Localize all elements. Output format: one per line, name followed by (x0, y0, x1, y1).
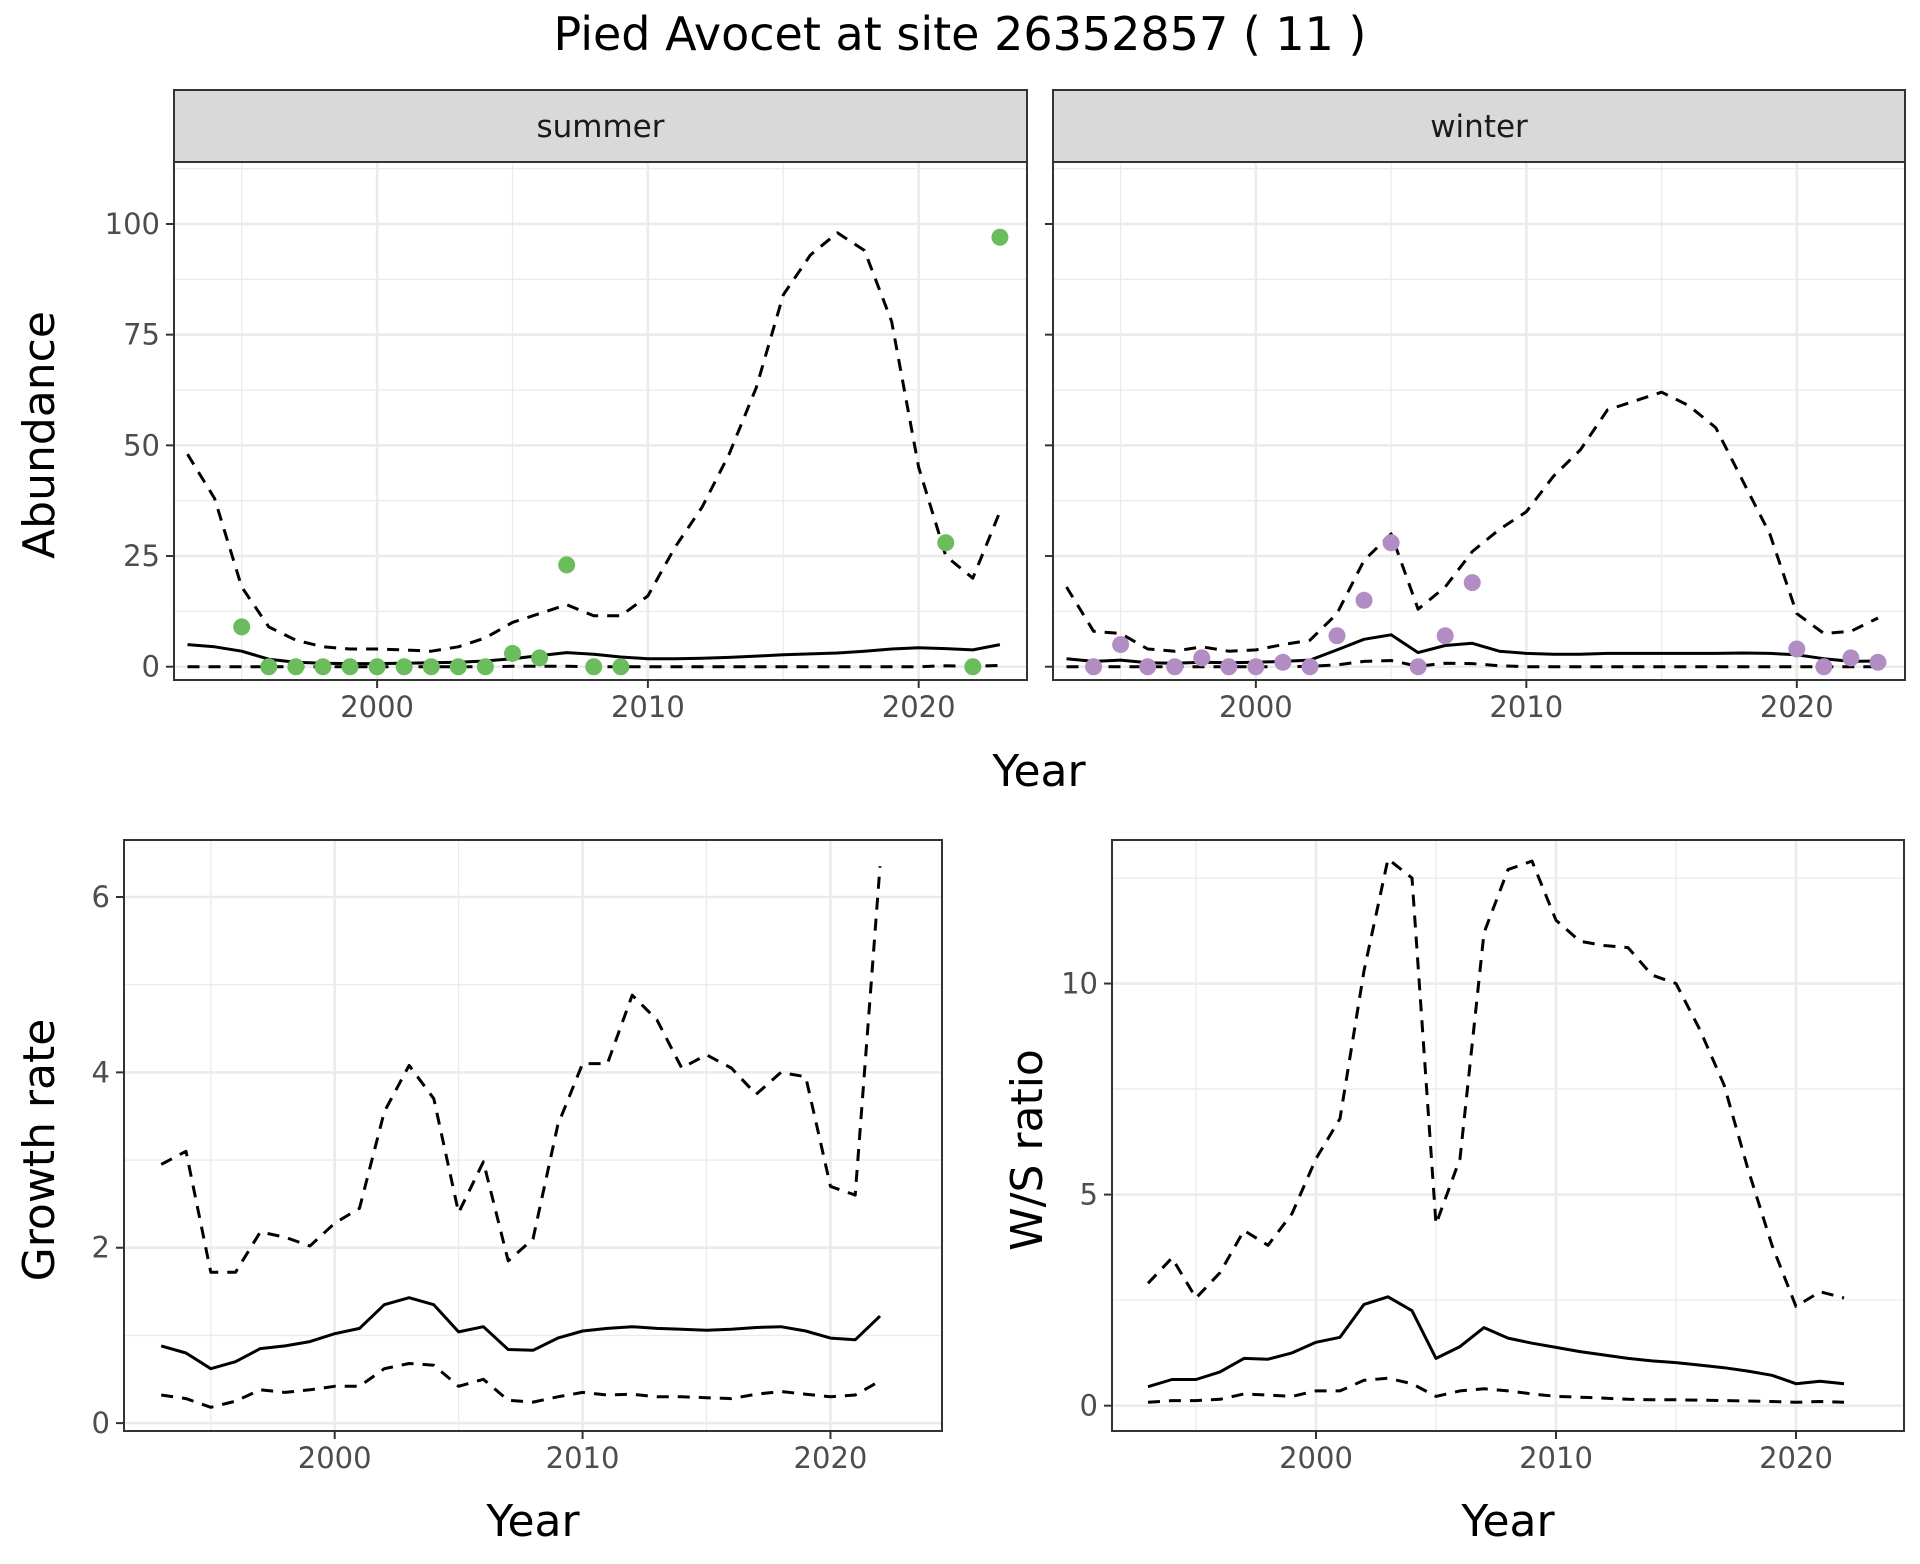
series-line-mean (1147, 1295, 1845, 1389)
x-tick-label: 2000 (1279, 1441, 1353, 1475)
data-point (503, 644, 521, 662)
data-point (558, 556, 576, 574)
x-tick-label: 2000 (340, 690, 414, 724)
data-point (1139, 658, 1157, 676)
y-tick-label: 10 (1061, 967, 1098, 1001)
panel-background (1053, 162, 1905, 680)
y-tick-label: 0 (92, 1406, 110, 1440)
y-tick-label: 5 (1080, 1178, 1098, 1212)
data-point (612, 658, 630, 676)
data-point (1085, 658, 1103, 676)
y-tick-label: 100 (105, 207, 160, 241)
data-point (395, 658, 413, 676)
data-point (287, 658, 305, 676)
data-point (1328, 627, 1346, 645)
x-tick-label: 2020 (882, 690, 956, 724)
data-point (422, 658, 440, 676)
data-point (1788, 640, 1806, 658)
panel-border (1111, 839, 1905, 1432)
data-point (1355, 591, 1373, 609)
facet-strip (173, 89, 1028, 163)
series-line-mean (160, 1296, 882, 1371)
main-title: Pied Avocet at site 26352857 ( 11 ) (554, 7, 1367, 61)
panel-background (124, 840, 942, 1431)
data-point (1463, 574, 1481, 592)
data-point (1409, 658, 1427, 676)
data-point (449, 658, 467, 676)
data-point (1301, 658, 1319, 676)
y-tick-label: 4 (92, 1055, 110, 1089)
data-point (585, 658, 603, 676)
x-axis-title: Year (485, 1496, 580, 1547)
data-point (937, 534, 955, 552)
y-tick-label: 75 (123, 318, 160, 352)
x-tick-label: 2020 (1759, 1441, 1833, 1475)
series-line-lower (1147, 1376, 1845, 1404)
data-point (233, 618, 251, 636)
data-point (991, 228, 1009, 246)
data-point (314, 658, 332, 676)
data-point (1220, 658, 1238, 676)
x-tick-label: 2000 (298, 1441, 372, 1475)
data-point (1869, 653, 1887, 671)
x-tick-label: 2010 (1519, 1441, 1593, 1475)
shared-x-axis-title: Year (991, 746, 1086, 797)
data-point (368, 658, 386, 676)
panel-background (174, 162, 1027, 680)
facet-label: winter (1430, 109, 1528, 145)
y-tick-label: 6 (92, 880, 110, 914)
data-point (1247, 658, 1265, 676)
panel-background (1112, 840, 1904, 1431)
y-tick-label: 0 (142, 650, 160, 684)
series-line-upper (1146, 857, 1845, 1308)
data-point (1274, 653, 1292, 671)
series-line-upper (1065, 390, 1879, 653)
x-axis-title: Year (1460, 1496, 1555, 1547)
x-tick-label: 2010 (611, 690, 685, 724)
x-tick-label: 2000 (1219, 690, 1293, 724)
panel-border (1052, 161, 1906, 681)
y-axis-title: Growth rate (14, 1019, 65, 1282)
y-axis-title: Abundance (14, 311, 65, 559)
series-line-upper (186, 231, 1002, 653)
panel-border (123, 839, 943, 1432)
data-point (1382, 534, 1400, 552)
y-tick-label: 0 (1080, 1389, 1098, 1423)
series-line-lower (160, 1362, 881, 1409)
panel-border (173, 161, 1028, 681)
data-point (260, 658, 278, 676)
x-tick-label: 2020 (1760, 690, 1834, 724)
x-tick-label: 2010 (546, 1441, 620, 1475)
x-tick-label: 2010 (1489, 690, 1563, 724)
facet-label: summer (536, 109, 664, 145)
data-point (1112, 636, 1130, 654)
y-tick-label: 25 (123, 539, 160, 573)
data-point (1842, 649, 1860, 667)
y-tick-label: 50 (123, 428, 160, 462)
series-line-upper (160, 866, 882, 1274)
data-point (1166, 658, 1184, 676)
data-point (476, 658, 494, 676)
x-tick-label: 2020 (794, 1441, 868, 1475)
data-point (531, 649, 549, 667)
data-point (1193, 649, 1211, 667)
series-line-lower (1066, 659, 1878, 669)
data-point (1815, 658, 1833, 676)
y-tick-label: 2 (92, 1231, 110, 1265)
data-point (341, 658, 359, 676)
data-point (964, 658, 982, 676)
y-axis-title: W/S ratio (1002, 1049, 1053, 1251)
data-point (1436, 627, 1454, 645)
